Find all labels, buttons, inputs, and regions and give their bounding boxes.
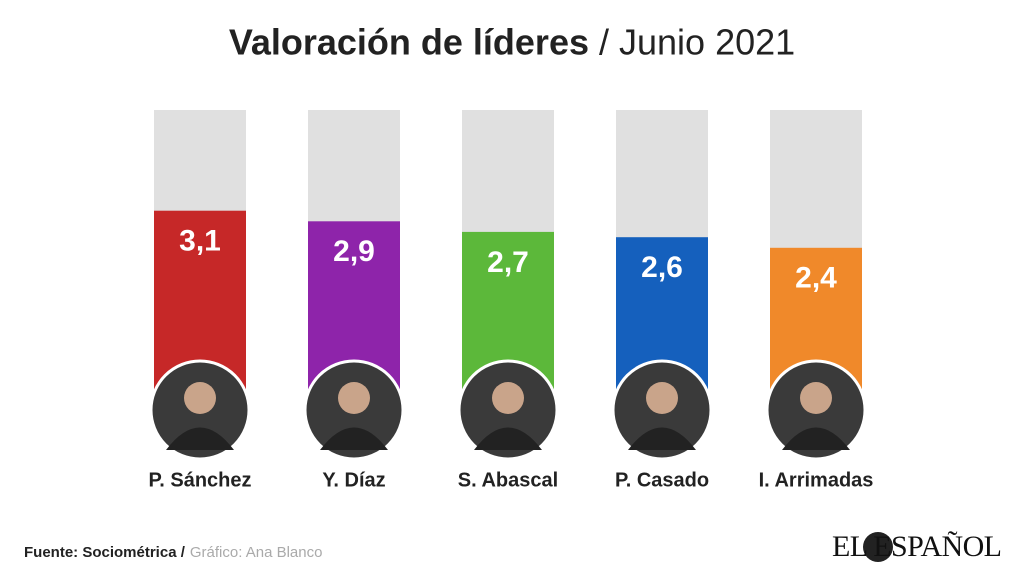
x-tick-label: P. Casado bbox=[615, 469, 709, 491]
photo-head bbox=[800, 382, 832, 414]
photo-body bbox=[628, 427, 696, 450]
source: Fuente: Sociométrica / bbox=[24, 544, 186, 561]
logo-lion bbox=[863, 532, 893, 562]
bars: 3,1 P. Sánchez 2,9 Y. Díaz 2,7 S. Abascal 2,6 P… bbox=[148, 110, 873, 491]
photo-body bbox=[474, 427, 542, 450]
x-tick-label: Y. Díaz bbox=[322, 469, 385, 491]
photo-head bbox=[338, 382, 370, 414]
photo-body bbox=[166, 427, 234, 450]
chart-title: Valoración de líderes bbox=[229, 22, 589, 63]
value-label: 2,6 bbox=[641, 251, 683, 284]
x-tick-label: I. Arrimadas bbox=[759, 469, 874, 491]
photo-body bbox=[320, 427, 388, 450]
photo-head bbox=[184, 382, 216, 414]
chart-subtitle: / Junio 2021 bbox=[599, 22, 795, 63]
value-label: 2,4 bbox=[795, 262, 837, 295]
credit: Gráfico: Ana Blanco bbox=[190, 544, 323, 561]
x-tick-label: P. Sánchez bbox=[148, 469, 251, 491]
logo: EL ESPAÑOL bbox=[832, 530, 1002, 563]
x-tick-label: S. Abascal bbox=[458, 469, 558, 491]
photo-head bbox=[492, 382, 524, 414]
photo-head bbox=[646, 382, 678, 414]
value-label: 2,9 bbox=[333, 235, 375, 268]
photo-body bbox=[782, 427, 850, 450]
value-label: 3,1 bbox=[179, 225, 221, 258]
value-label: 2,7 bbox=[487, 246, 529, 279]
